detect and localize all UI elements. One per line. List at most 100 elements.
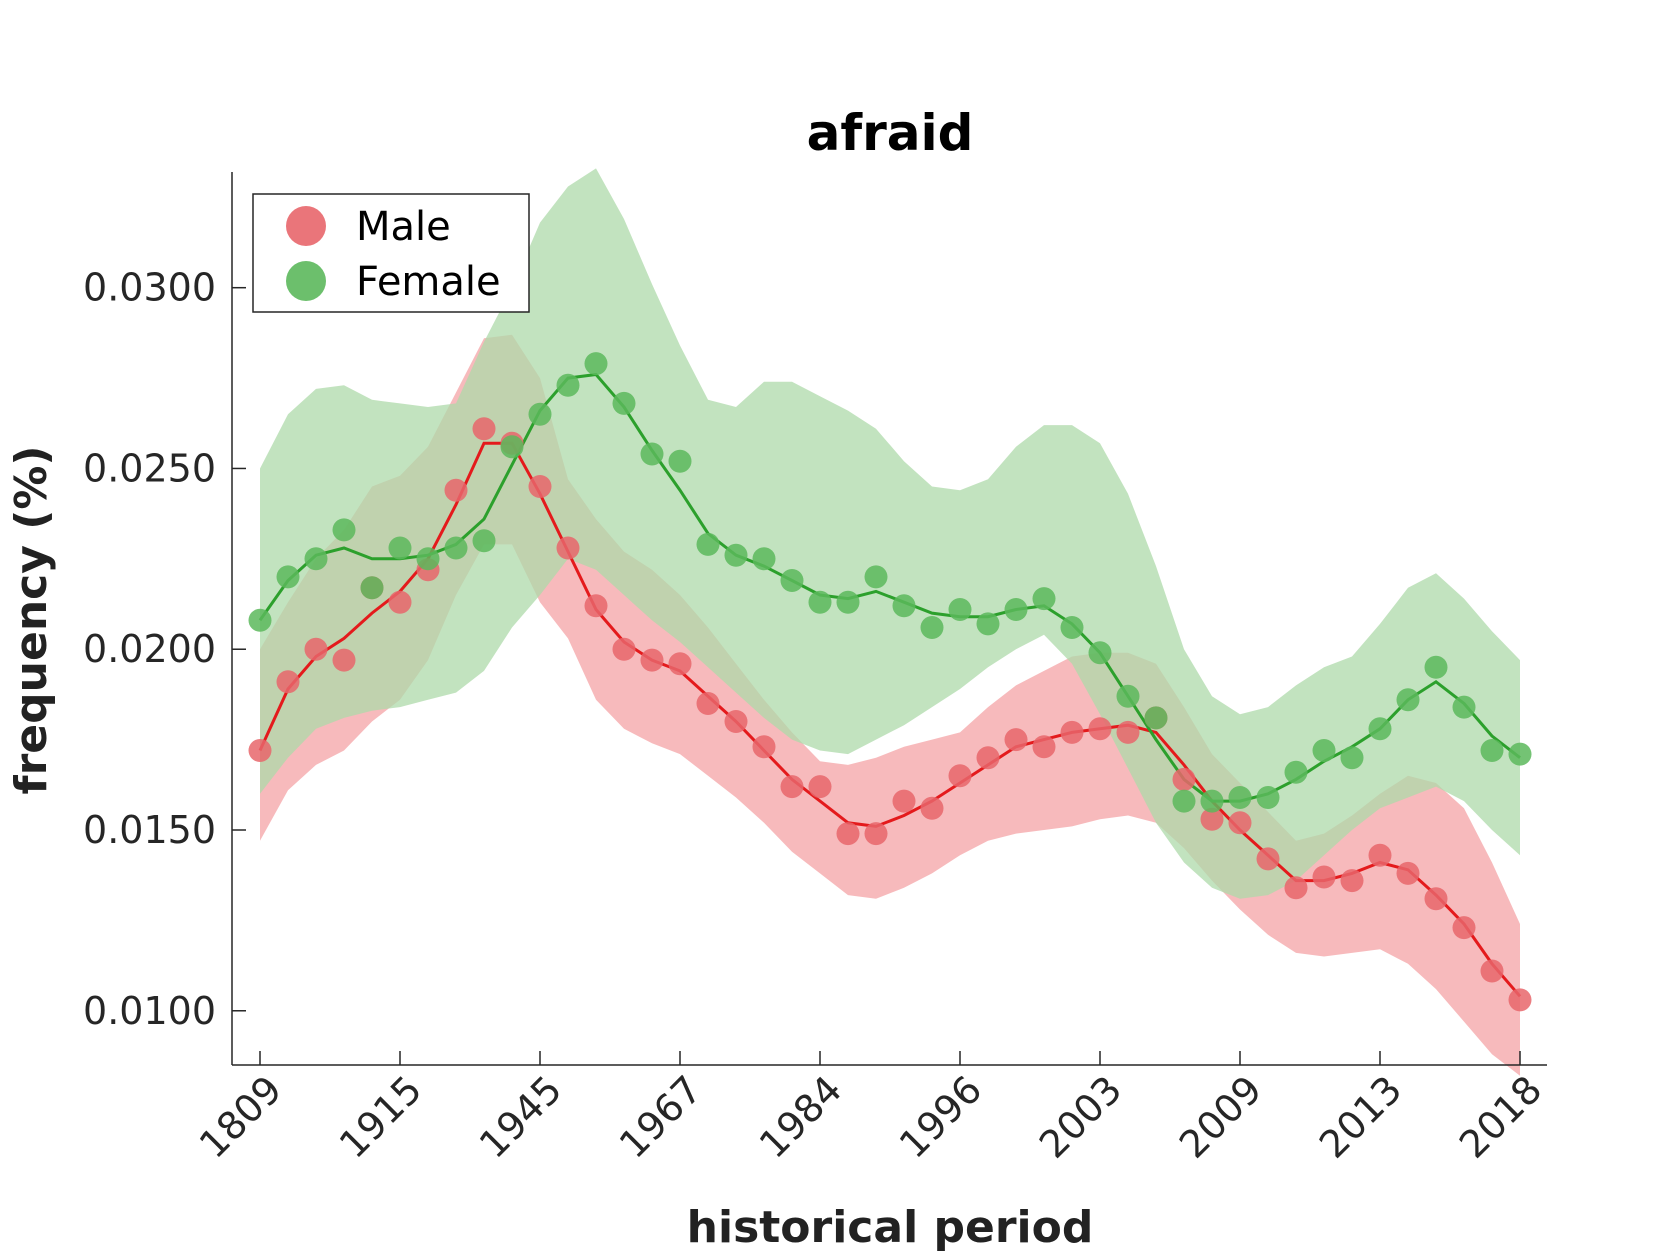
point-female	[416, 547, 440, 571]
point-female	[1116, 684, 1140, 708]
point-female	[724, 543, 748, 567]
point-male	[584, 594, 608, 618]
y-axis-label: frequency (%)	[6, 445, 57, 794]
point-male	[1004, 728, 1028, 752]
point-female	[528, 402, 552, 426]
legend-marker-male	[286, 206, 326, 246]
point-female	[752, 547, 776, 571]
x-tick-label: 1967	[611, 1067, 711, 1167]
point-male	[556, 536, 580, 560]
point-male	[304, 637, 328, 661]
x-tick-label: 2009	[1171, 1067, 1271, 1167]
point-male	[948, 764, 972, 788]
point-female	[1396, 688, 1420, 712]
point-male	[864, 822, 888, 846]
line-male	[258, 441, 1522, 998]
point-female	[976, 612, 1000, 636]
point-female	[304, 547, 328, 571]
point-female	[444, 536, 468, 560]
x-tick-label: 1915	[331, 1067, 431, 1167]
point-female	[1368, 717, 1392, 741]
point-female	[1200, 789, 1224, 813]
legend-label-male: Male	[356, 204, 451, 250]
point-male	[1452, 916, 1476, 940]
point-female	[640, 442, 664, 466]
y-tick-label: 0.0250	[83, 446, 216, 490]
point-male	[836, 822, 860, 846]
point-female	[780, 569, 804, 592]
point-female	[1172, 789, 1196, 813]
point-female	[248, 608, 272, 632]
point-male	[1172, 767, 1196, 791]
series-lines	[258, 372, 1522, 998]
band-female	[260, 168, 1520, 899]
point-male	[976, 746, 1000, 770]
point-male	[1312, 865, 1336, 889]
point-male	[780, 775, 804, 799]
point-male	[1340, 869, 1364, 893]
point-female	[864, 565, 888, 589]
x-tick-label: 1984	[751, 1067, 851, 1167]
point-female	[612, 391, 636, 415]
point-male	[1088, 717, 1112, 741]
point-male	[1228, 811, 1252, 835]
point-male	[1396, 861, 1420, 885]
x-tick-label: 2013	[1311, 1067, 1411, 1167]
confidence-bands	[260, 168, 1520, 1076]
point-female	[892, 594, 916, 618]
point-male	[1200, 807, 1224, 831]
point-male	[1480, 959, 1504, 983]
point-female	[584, 352, 608, 376]
point-male	[388, 590, 412, 614]
x-tick-label: 1996	[891, 1067, 991, 1167]
point-male	[332, 648, 356, 672]
y-tick-label: 0.0100	[83, 989, 216, 1033]
point-female	[808, 590, 832, 614]
point-male	[1368, 843, 1392, 867]
point-male	[668, 652, 692, 676]
point-male	[444, 478, 468, 502]
point-female	[1088, 641, 1112, 665]
point-female	[1032, 587, 1056, 611]
point-male	[1060, 720, 1084, 744]
point-female	[500, 435, 524, 459]
point-male	[752, 735, 776, 759]
point-female	[1452, 695, 1476, 719]
point-female	[472, 529, 496, 553]
legend-label-female: Female	[356, 259, 501, 305]
point-male	[472, 417, 496, 441]
axes	[231, 172, 1547, 1066]
point-female	[360, 576, 384, 600]
point-male	[612, 637, 636, 661]
point-male	[276, 670, 300, 694]
point-male	[920, 796, 944, 820]
point-male	[892, 789, 916, 813]
point-female	[1480, 739, 1504, 762]
point-male	[1116, 720, 1140, 744]
point-female	[920, 616, 944, 639]
point-male	[1424, 887, 1448, 911]
point-female	[1340, 746, 1364, 770]
point-female	[668, 449, 692, 473]
point-female	[1424, 655, 1448, 679]
point-female	[1508, 742, 1532, 766]
point-female	[1228, 786, 1252, 809]
line-female	[258, 372, 1521, 803]
point-male	[724, 710, 748, 733]
point-female	[276, 565, 300, 589]
point-male	[808, 775, 832, 799]
point-female	[1256, 786, 1280, 809]
point-female	[332, 518, 356, 542]
x-tick-label: 2018	[1451, 1067, 1551, 1167]
x-axis-label: historical period	[687, 1202, 1094, 1253]
point-female	[388, 536, 412, 560]
point-male	[528, 475, 552, 498]
point-female	[836, 590, 860, 614]
point-female	[1060, 616, 1084, 639]
y-tick-label: 0.0200	[83, 627, 216, 671]
x-tick-label: 2003	[1031, 1067, 1131, 1167]
point-male	[640, 648, 664, 672]
series-markers	[248, 352, 1532, 1012]
point-male	[1032, 735, 1056, 759]
